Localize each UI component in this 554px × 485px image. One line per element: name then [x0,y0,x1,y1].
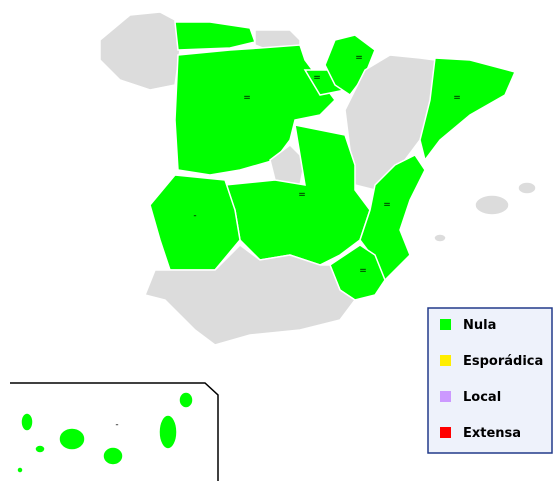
markers: = = = = = = = - - [115,53,460,430]
region-marker: = [383,200,391,210]
region-marker: - [193,211,196,221]
legend-label: Extensa [463,426,521,441]
legend-swatch [440,391,451,402]
region-marker: = [313,73,321,83]
legend-swatch [440,319,451,330]
island [34,444,46,454]
island [58,427,86,451]
region [419,57,517,162]
island [433,233,447,243]
legend: Nula Esporádica Local Extensa [440,318,543,441]
island [102,446,124,466]
region [143,244,357,346]
island [474,194,510,216]
canarias [16,391,194,474]
legend-swatch [440,355,451,366]
island [20,412,34,432]
region [344,54,436,191]
region-marker: = [298,190,306,200]
region [149,174,241,271]
inset-frame [10,382,219,481]
island [16,466,24,474]
region-marker: - [115,420,118,430]
region-marker: = [359,266,367,276]
region [174,44,336,176]
island [158,414,178,450]
region-marker: = [355,53,363,63]
island [517,181,537,195]
region [99,11,181,91]
island [178,391,194,409]
legend-label: Esporádica [463,354,543,369]
region [174,21,256,51]
region-marker: = [453,93,461,103]
legend-label: Local [463,390,501,405]
legend-label: Nula [463,318,496,333]
regions [99,11,537,346]
region [359,154,426,282]
region-marker: = [243,93,251,103]
legend-swatch [440,427,451,438]
